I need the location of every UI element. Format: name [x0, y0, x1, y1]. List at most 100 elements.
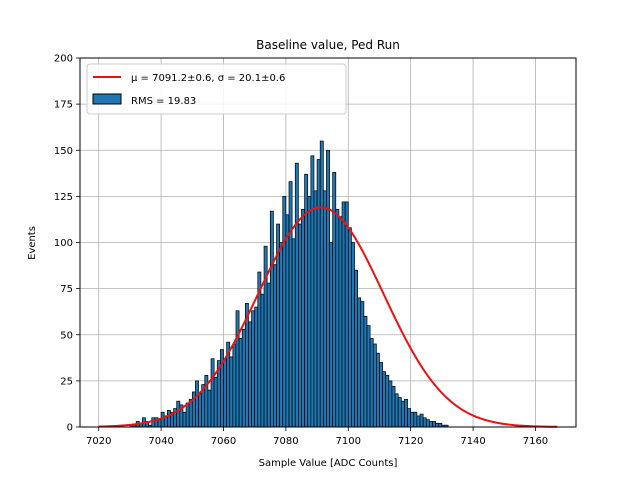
- legend-box: [86, 63, 347, 115]
- y-tick-label: 50: [60, 330, 73, 341]
- histogram-bar: [294, 162, 299, 428]
- histogram-bar: [379, 362, 383, 428]
- histogram-bar: [354, 269, 358, 428]
- histogram-bar: [210, 358, 215, 428]
- y-tick-label: 150: [54, 146, 73, 157]
- histogram-bar: [310, 155, 315, 428]
- x-tick-label: 7120: [398, 436, 423, 447]
- y-tick-label: 25: [60, 376, 73, 387]
- y-axis-title: Events: [27, 226, 38, 260]
- histogram-bar: [404, 398, 408, 428]
- histogram-bar: [248, 321, 252, 428]
- legend-fit-label: μ = 7091.2±0.6, σ = 20.1±0.6: [131, 73, 285, 84]
- y-tick-label: 0: [67, 423, 73, 434]
- histogram-bar: [326, 149, 330, 428]
- histogram-bar: [298, 223, 302, 428]
- histogram-bar: [273, 264, 277, 428]
- histogram-bar: [360, 301, 365, 428]
- histogram-bar: [279, 242, 284, 428]
- histogram-bar: [432, 421, 436, 428]
- histogram-bar: [397, 397, 402, 428]
- histogram-bar: [435, 422, 440, 428]
- histogram-bar: [238, 338, 243, 428]
- histogram-bar: [291, 238, 296, 428]
- histogram-bar: [213, 376, 218, 428]
- x-tick-label: 7060: [211, 436, 236, 447]
- histogram-bar: [251, 310, 256, 428]
- x-tick-label: 7160: [523, 436, 548, 447]
- histogram-bar: [313, 190, 318, 428]
- histogram-bar: [285, 214, 290, 428]
- histogram-bar: [176, 400, 181, 428]
- histogram-bar: [400, 400, 405, 428]
- histogram-bar: [369, 338, 374, 428]
- histogram-bar: [335, 208, 340, 428]
- gaussian-fit-curve: [98, 206, 558, 428]
- histogram-bar: [260, 293, 265, 428]
- histogram-bar: [422, 417, 427, 428]
- y-tick-label: 100: [54, 238, 73, 249]
- histogram-bar: [198, 393, 203, 428]
- histogram-bar: [151, 417, 156, 428]
- y-tick-label: 200: [54, 54, 73, 65]
- y-axis-ticks: 0 25 50 75 100 125 150 175 200: [54, 54, 80, 434]
- histogram-bar: [207, 389, 212, 428]
- x-tick-label: 7080: [273, 436, 298, 447]
- histogram-bar: [363, 315, 368, 428]
- histogram-bar: [344, 201, 349, 428]
- histogram-bar: [307, 196, 312, 428]
- histogram-bar: [382, 371, 387, 428]
- histogram-bar: [410, 411, 415, 428]
- histogram-bar: [263, 245, 268, 428]
- histogram-bar: [329, 242, 334, 428]
- histogram-bar: [413, 411, 418, 428]
- histogram-bar: [385, 374, 390, 428]
- histogram-bar: [357, 297, 362, 428]
- histogram-bar: [160, 411, 165, 428]
- histogram-bar: [419, 413, 424, 428]
- legend: μ = 7091.2±0.6, σ = 20.1±0.6 RMS = 19.83: [86, 63, 347, 115]
- histogram-bar: [391, 386, 396, 428]
- histogram-bar: [388, 380, 393, 428]
- x-axis-title: Sample Value [ADC Counts]: [259, 458, 398, 469]
- histogram-bar: [438, 422, 443, 428]
- histogram-bar: [254, 306, 259, 428]
- histogram-bar: [376, 352, 380, 428]
- histogram-bar: [166, 410, 171, 428]
- histogram-bar: [425, 419, 430, 428]
- histogram-bar: [282, 196, 287, 428]
- histogram-bar: [347, 227, 352, 428]
- y-tick-label: 75: [60, 284, 73, 295]
- histogram-bar: [372, 343, 377, 428]
- histogram-bar: [266, 282, 271, 428]
- x-tick-label: 7020: [86, 436, 111, 447]
- histogram-bar: [229, 356, 234, 428]
- histogram-bar: [351, 242, 355, 428]
- histogram-bar: [366, 325, 371, 428]
- x-tick-label: 7100: [336, 436, 361, 447]
- histogram-bar: [416, 415, 421, 428]
- histogram-bar: [316, 159, 321, 428]
- histogram-bar: [322, 190, 327, 428]
- histogram-bar: [241, 328, 246, 428]
- histogram-bar: [195, 380, 199, 428]
- y-tick-label: 125: [54, 192, 73, 203]
- histogram-bar: [301, 208, 305, 428]
- legend-hist-label: RMS = 19.83: [131, 96, 196, 107]
- histogram-bar: [182, 411, 187, 428]
- histogram-bar: [157, 419, 162, 428]
- x-tick-label: 7140: [460, 436, 485, 447]
- histogram-bar: [338, 216, 343, 428]
- histogram-bar: [269, 210, 274, 428]
- histogram-bar: [341, 201, 346, 428]
- histogram-bar: [319, 140, 324, 428]
- histogram-bar: [232, 343, 237, 428]
- histogram-bar: [185, 402, 190, 428]
- x-tick-label: 7040: [148, 436, 173, 447]
- y-tick-label: 175: [54, 100, 73, 111]
- histogram-bar: [223, 358, 227, 428]
- histogram-bar: [288, 181, 293, 428]
- chart-title: Baseline value, Ped Run: [256, 38, 400, 52]
- x-axis-ticks: 7020 7040 7060 7080 7100 7120 7140 7160: [86, 427, 548, 447]
- legend-hist-swatch: [92, 93, 122, 105]
